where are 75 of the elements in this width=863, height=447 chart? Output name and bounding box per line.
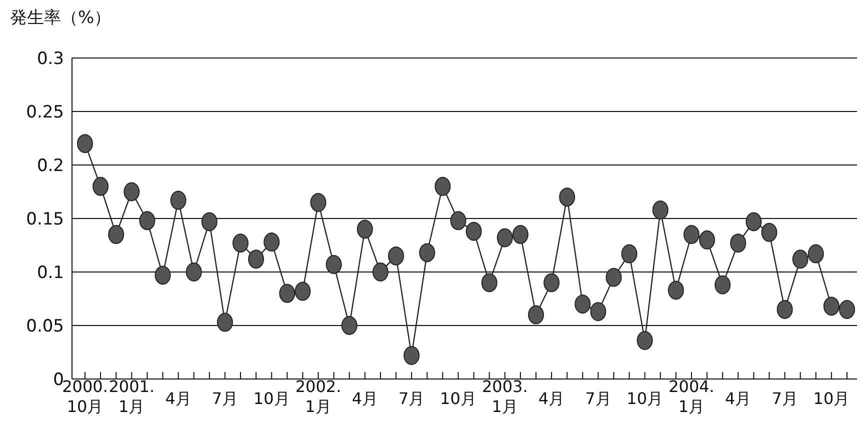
- x-tick-label: 10月: [813, 389, 850, 408]
- point: [730, 234, 746, 253]
- point: [496, 228, 513, 248]
- point: [714, 275, 731, 294]
- point: [372, 262, 388, 282]
- point: [248, 250, 264, 269]
- point: [559, 188, 576, 207]
- point: [216, 312, 233, 332]
- point: [77, 134, 93, 154]
- y-tick-label: 0.1: [36, 263, 64, 284]
- x-tick-label: 7月: [585, 389, 612, 408]
- y-tick-label: 0.25: [26, 102, 64, 123]
- x-tick-label: 2003. 1月: [482, 377, 528, 416]
- point: [108, 225, 124, 244]
- point: [419, 243, 436, 262]
- x-tick-label: 2000. 10月: [62, 377, 108, 416]
- point: [310, 192, 326, 212]
- point: [606, 268, 622, 287]
- point: [668, 280, 684, 300]
- point: [450, 211, 466, 230]
- x-tick-label: 7月: [772, 389, 798, 408]
- x-tick-label: 4月: [352, 389, 378, 408]
- point: [294, 282, 311, 301]
- point: [621, 244, 638, 264]
- point: [574, 294, 591, 314]
- x-tick-label: 2004. 1月: [668, 377, 714, 416]
- x-tick-label: 4月: [725, 389, 752, 408]
- x-tick-label: 2002. 1月: [295, 377, 342, 416]
- point: [746, 212, 762, 232]
- point: [139, 211, 156, 230]
- point: [92, 176, 109, 196]
- x-tick-label: 2001. 1月: [108, 377, 155, 416]
- point: [326, 255, 342, 274]
- point: [792, 250, 808, 269]
- point: [776, 300, 793, 319]
- point: [652, 200, 668, 220]
- x-tick-label: 7月: [398, 389, 425, 408]
- point: [264, 232, 280, 252]
- y-tick-label: 0.3: [36, 49, 64, 70]
- point: [434, 176, 451, 196]
- point: [481, 273, 498, 292]
- point: [356, 220, 373, 239]
- y-tick-label: 0.15: [26, 210, 64, 230]
- x-tick-label: 4月: [538, 389, 565, 408]
- point: [388, 246, 404, 266]
- point: [761, 222, 778, 242]
- point: [170, 190, 186, 210]
- point: [544, 273, 560, 292]
- point: [683, 225, 700, 244]
- point: [201, 212, 218, 232]
- y-axis-title: 発生率（%）: [10, 7, 112, 29]
- x-tick-label: 7月: [212, 389, 238, 408]
- point: [839, 300, 855, 319]
- point: [823, 296, 840, 316]
- y-tick-label: 0.05: [26, 316, 64, 337]
- x-tick-label: 10月: [440, 389, 476, 408]
- point: [124, 182, 140, 202]
- y-tick-label: 0: [53, 370, 64, 390]
- point: [404, 346, 420, 365]
- point: [186, 262, 202, 282]
- point: [279, 284, 296, 303]
- point: [699, 230, 716, 250]
- point: [466, 222, 482, 241]
- point: [636, 330, 653, 350]
- x-tick-label: 4月: [165, 389, 192, 408]
- point: [590, 302, 606, 322]
- point: [528, 305, 544, 324]
- point: [232, 234, 249, 253]
- point: [341, 316, 358, 335]
- x-tick-label: 10月: [253, 389, 290, 408]
- point: [154, 266, 171, 285]
- y-tick-label: 0.2: [36, 156, 64, 176]
- x-tick-label: 10月: [626, 389, 664, 408]
- point: [808, 244, 824, 264]
- point: [512, 225, 528, 244]
